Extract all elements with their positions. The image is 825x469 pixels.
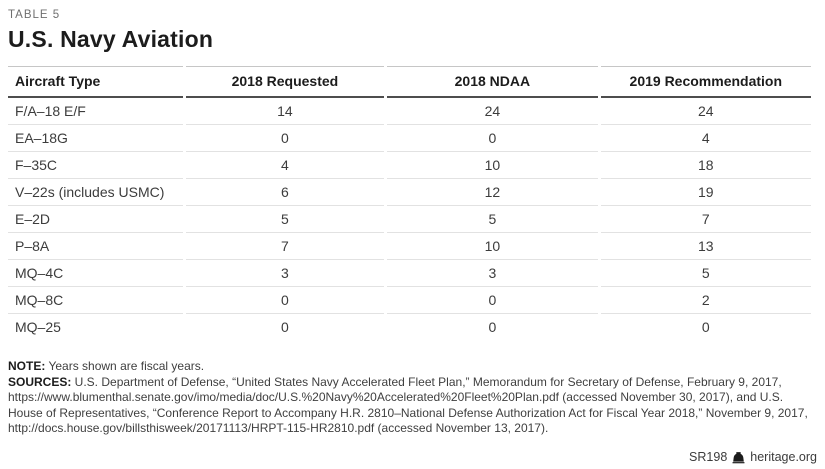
site-name: heritage.org: [750, 450, 817, 464]
recommendation-2019-cell: 5: [600, 260, 811, 287]
ndaa-2018-cell: 0: [387, 125, 598, 152]
requested-2018-cell: 5: [185, 206, 385, 233]
recommendation-2019-cell: 24: [600, 98, 811, 125]
page-title: U.S. Navy Aviation: [8, 26, 214, 52]
note-text: Years shown are fiscal years.: [45, 359, 205, 373]
ndaa-2018-cell: 5: [387, 206, 598, 233]
recommendation-2019-cell: 13: [600, 233, 811, 260]
aircraft-type-cell: F/A–18 E/F: [8, 98, 183, 125]
recommendation-2019-cell: 19: [600, 179, 811, 206]
requested-2018-cell: 4: [185, 152, 385, 179]
ndaa-2018-cell: 12: [387, 179, 598, 206]
sources-text: (accessed November 30, 2017), and U.S. H…: [8, 390, 808, 420]
requested-2018-cell: 0: [185, 287, 385, 314]
table-row: MQ–4C 3 3 5: [8, 260, 811, 287]
ndaa-2018-cell: 24: [387, 98, 598, 125]
recommendation-2019-cell: 0: [701, 319, 710, 335]
table-row: P–8A 7 10 13: [8, 233, 811, 260]
recommendation-2019-cell: 2: [600, 287, 811, 314]
aircraft-type-cell: MQ–25: [15, 319, 61, 335]
ndaa-2018-cell: 0: [387, 287, 598, 314]
table-row: E–2D 5 5 7: [8, 206, 811, 233]
column-header-2018-ndaa: 2018 NDAA: [387, 66, 598, 98]
aircraft-type-cell: MQ–8C: [8, 287, 183, 314]
table-row: V–22s (includes USMC) 6 12 19: [8, 179, 811, 206]
aircraft-type-cell: E–2D: [8, 206, 183, 233]
table-row: MQ–8C 0 0 2: [8, 287, 811, 314]
aircraft-type-cell: EA–18G: [8, 125, 183, 152]
aircraft-type-cell: P–8A: [8, 233, 183, 260]
requested-2018-cell: 7: [185, 233, 385, 260]
table-number-label: TABLE 5: [8, 9, 61, 21]
table-header-row: Aircraft Type 2018 Requested 2018 NDAA 2…: [8, 66, 811, 98]
table-row: F–35C 4 10 18: [8, 152, 811, 179]
column-header-aircraft-type: Aircraft Type: [8, 66, 183, 98]
ndaa-2018-cell: 3: [387, 260, 598, 287]
notes-block: NOTE: Years shown are fiscal years. SOUR…: [8, 359, 820, 437]
ndaa-2018-cell: 0: [488, 319, 497, 335]
aircraft-type-cell: F–35C: [8, 152, 183, 179]
ndaa-2018-cell: 10: [387, 152, 598, 179]
report-footer: SR198 heritage.org: [689, 450, 817, 464]
requested-2018-cell: 3: [185, 260, 385, 287]
source-url-blumenthal[interactable]: https://www.blumenthal.senate.gov/imo/me…: [8, 390, 559, 404]
navy-aviation-table: Aircraft Type 2018 Requested 2018 NDAA 2…: [5, 66, 814, 340]
recommendation-2019-cell: 7: [600, 206, 811, 233]
ndaa-2018-cell: 10: [387, 233, 598, 260]
sources-line: SOURCES: U.S. Department of Defense, “Un…: [8, 375, 820, 437]
note-label: NOTE:: [8, 359, 46, 373]
sources-text: (accessed November 13, 2017).: [374, 421, 549, 435]
sources-text: U.S. Department of Defense, “United Stat…: [71, 374, 782, 389]
sources-label: SOURCES:: [8, 374, 72, 389]
table-row: EA–18G 0 0 4: [8, 125, 811, 152]
column-header-2019-recommendation: 2019 Recommendation: [600, 66, 811, 98]
recommendation-2019-cell: 4: [600, 125, 811, 152]
table-row: F/A–18 E/F 14 24 24: [8, 98, 811, 125]
source-url-house[interactable]: http://docs.house.gov/billsthisweek/2017…: [8, 421, 375, 435]
requested-2018-cell: 0: [281, 319, 289, 335]
report-id: SR198: [689, 450, 728, 464]
column-header-2018-requested: 2018 Requested: [185, 66, 385, 98]
note-line: NOTE: Years shown are fiscal years.: [8, 359, 820, 375]
aircraft-type-cell: V–22s (includes USMC): [8, 179, 183, 206]
heritage-bell-icon: [732, 451, 745, 464]
requested-2018-cell: 0: [185, 125, 385, 152]
aircraft-type-cell: MQ–4C: [8, 260, 183, 287]
recommendation-2019-cell: 18: [600, 152, 811, 179]
table-row: MQ–25 0 0 0: [8, 314, 811, 340]
requested-2018-cell: 6: [185, 179, 385, 206]
requested-2018-cell: 14: [185, 98, 385, 125]
